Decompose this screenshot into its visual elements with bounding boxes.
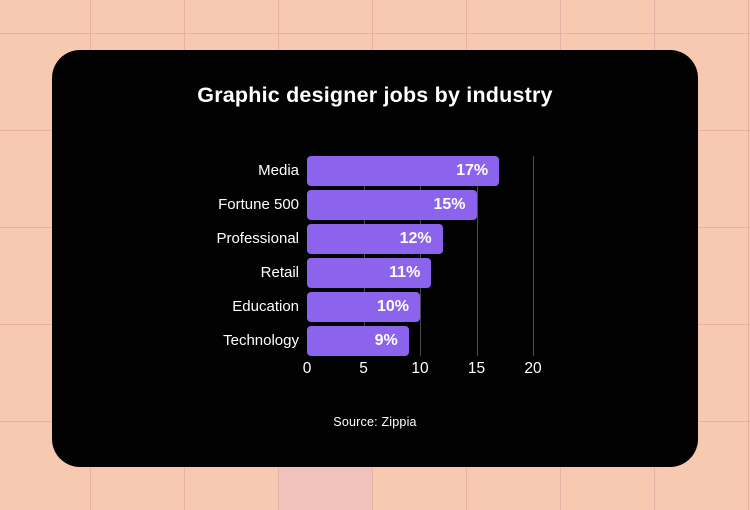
x-gridline (363, 156, 365, 356)
bar: 12% (307, 224, 443, 254)
bar: 15% (307, 190, 477, 220)
category-label: Media (258, 162, 299, 179)
category-label: Technology (223, 332, 299, 349)
bar: 17% (307, 156, 500, 186)
x-tick-label: 10 (411, 360, 429, 377)
category-label: Retail (260, 264, 299, 281)
x-tick-label: 0 (302, 360, 312, 377)
x-gridline (476, 156, 478, 356)
bar-value-label: 12% (399, 230, 432, 247)
bar-chart-plot-area: 0 5 10 15 20 Media 17% Fortune 500 15% Profession… (52, 50, 698, 467)
chart-title: Graphic designer jobs by industry (197, 83, 553, 107)
bar: 10% (307, 292, 420, 322)
x-gridline (533, 156, 534, 356)
x-tick-label: 5 (359, 360, 368, 377)
bar: 9% (307, 326, 409, 356)
bar-value-label: 9% (374, 332, 398, 349)
x-tick-label: 20 (524, 360, 542, 377)
bar-value-label: 10% (376, 298, 409, 315)
bar-value-label: 17% (456, 162, 489, 179)
bar: 11% (307, 258, 432, 288)
chart-card: Graphic designer jobs by industry 0 5 10 15… (52, 50, 698, 467)
chart-source: Source: Zippia (333, 415, 417, 429)
category-label: Fortune 500 (218, 196, 299, 213)
category-label: Professional (216, 230, 299, 247)
x-gridline (420, 156, 421, 356)
bar-value-label: 15% (433, 196, 466, 213)
bar-value-label: 11% (389, 264, 421, 281)
x-tick-label: 15 (467, 360, 486, 377)
category-label: Education (232, 298, 299, 315)
